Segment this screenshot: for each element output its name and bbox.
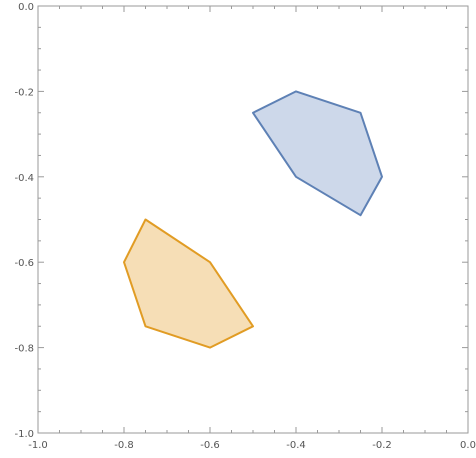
y-tick-label: -0.4	[14, 173, 34, 184]
y-tick-label: -0.8	[14, 344, 34, 355]
x-tick-label: -1.0	[28, 440, 48, 451]
x-tick-label: 0.0	[460, 440, 476, 451]
x-tick-label: -0.4	[286, 440, 306, 451]
y-tick-label: -1.0	[14, 429, 34, 440]
tick-labels: -1.0 -0.8 -0.6 -0.4 -0.2 0.0 0.0 -0.2 -0.4 -0.6 -0…	[14, 2, 475, 451]
polygon-series	[123, 90, 383, 349]
x-tick-label: -0.6	[200, 440, 220, 451]
axis-ticks	[37, 5, 469, 434]
blue-polygon	[252, 90, 383, 217]
frame-box	[37, 5, 469, 434]
y-tick-label: 0.0	[18, 2, 34, 13]
plot-frame	[37, 5, 469, 434]
orange-polygon	[123, 218, 254, 349]
x-tick-label: -0.2	[372, 440, 392, 451]
y-tick-label: -0.2	[14, 87, 34, 98]
x-tick-label: -0.8	[114, 440, 134, 451]
y-tick-label: -0.6	[14, 258, 34, 269]
